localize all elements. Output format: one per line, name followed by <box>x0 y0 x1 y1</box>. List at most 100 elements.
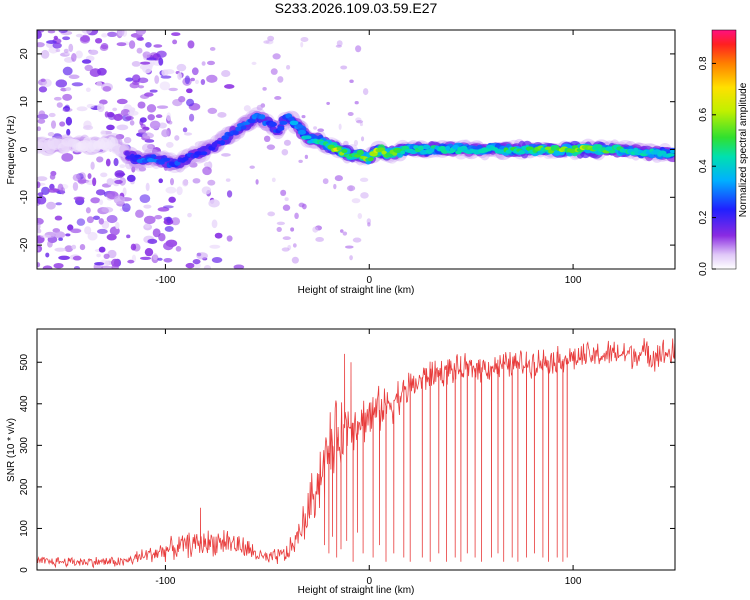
noise-blob <box>162 205 174 209</box>
noise-blob <box>207 179 216 186</box>
noise-blob <box>226 190 233 198</box>
noise-blob <box>160 75 172 79</box>
noise-blob <box>90 161 95 170</box>
noise-blob <box>67 224 74 231</box>
noise-blob <box>139 256 152 260</box>
noise-blob <box>45 252 50 258</box>
noise-blob <box>61 152 74 162</box>
trace-blob <box>240 125 247 130</box>
noise-blob <box>119 164 126 169</box>
noise-blob <box>271 177 276 183</box>
x-tick-label: 0 <box>366 576 372 587</box>
noise-blob <box>94 262 105 266</box>
noise-blob <box>192 258 201 265</box>
noise-blob <box>163 241 174 251</box>
noise-blob <box>196 252 208 260</box>
noise-blob <box>282 236 291 241</box>
noise-blob <box>224 84 235 89</box>
y-tick-label: 500 <box>19 353 30 370</box>
noise-blob <box>300 37 309 43</box>
noise-blob <box>87 231 98 241</box>
noise-blob <box>55 202 63 206</box>
noise-blob <box>37 195 47 205</box>
noise-blob <box>37 42 45 48</box>
noise-blob <box>355 45 362 53</box>
noise-blob <box>158 233 166 242</box>
noise-blob <box>340 65 348 70</box>
noise-blob <box>171 32 181 37</box>
noise-blob <box>263 135 271 143</box>
chart-title: S233.2026.109.03.59.E27 <box>275 0 438 16</box>
noise-blob <box>37 126 42 132</box>
noise-blob <box>55 79 68 88</box>
noise-blob <box>106 124 115 131</box>
noise-blob <box>194 79 199 85</box>
noise-blob <box>99 44 109 52</box>
noise-blob <box>130 243 137 251</box>
noise-blob <box>54 215 63 221</box>
noise-blob <box>142 64 152 74</box>
spectrogram-x-axis-label: Height of straight line (km) <box>298 285 415 296</box>
trace-blob <box>356 149 364 156</box>
noise-blob <box>54 231 66 239</box>
noise-blob <box>46 40 57 44</box>
noise-blob <box>349 79 354 84</box>
trace-blob <box>422 144 431 150</box>
noise-blob <box>98 199 104 205</box>
noise-blob <box>58 255 71 261</box>
noise-blob <box>137 101 146 109</box>
noise-blob <box>352 237 362 243</box>
noise-blob <box>106 31 118 38</box>
noise-blob <box>175 246 182 252</box>
noise-blob <box>42 265 53 269</box>
colorbar-tick-label: 0.6 <box>698 107 709 121</box>
trace-blob <box>665 153 675 157</box>
noise-blob <box>97 103 105 113</box>
noise-blob <box>85 207 91 214</box>
noise-blob <box>62 36 71 41</box>
noise-blob <box>71 82 84 87</box>
noise-blob <box>37 217 44 225</box>
noise-blob <box>349 255 353 261</box>
noise-blob <box>152 228 161 238</box>
noise-blob <box>156 105 169 109</box>
noise-blob <box>200 78 206 85</box>
snr-series-line <box>37 338 675 569</box>
noise-blob <box>143 215 156 225</box>
snr-x-axis-label: Height of straight line (km) <box>298 585 415 596</box>
noise-blob <box>274 96 282 100</box>
noise-blob <box>97 228 108 234</box>
noise-blob <box>159 81 171 91</box>
noise-blob <box>97 67 107 76</box>
noise-blob <box>184 75 191 85</box>
noise-blob <box>201 186 212 195</box>
noise-blob <box>85 87 91 93</box>
noise-blob <box>38 86 48 93</box>
trace-blob <box>268 121 277 127</box>
noise-blob <box>344 245 354 249</box>
trace-blob <box>289 120 299 126</box>
noise-blob <box>114 179 123 184</box>
noise-blob <box>66 128 71 136</box>
noise-blob <box>267 35 275 42</box>
noise-blob <box>76 218 86 226</box>
noise-blob <box>101 33 108 38</box>
noise-blob <box>71 53 77 62</box>
trace-blob <box>287 116 295 122</box>
noise-blob <box>56 102 63 108</box>
noise-blob <box>41 186 50 196</box>
noise-blob <box>115 221 120 230</box>
noise-blob <box>50 120 57 129</box>
noise-blob <box>298 202 305 208</box>
y-tick-label: 10 <box>19 96 30 108</box>
noise-blob <box>112 107 118 112</box>
noise-blob <box>152 253 158 261</box>
x-tick-label: 100 <box>565 576 582 587</box>
noise-blob <box>263 40 270 44</box>
noise-blob <box>170 217 181 226</box>
noise-blob <box>168 87 178 92</box>
noise-blob <box>135 209 144 218</box>
noise-blob <box>351 198 361 204</box>
noise-blob <box>356 120 364 124</box>
trace-blob <box>381 150 387 155</box>
